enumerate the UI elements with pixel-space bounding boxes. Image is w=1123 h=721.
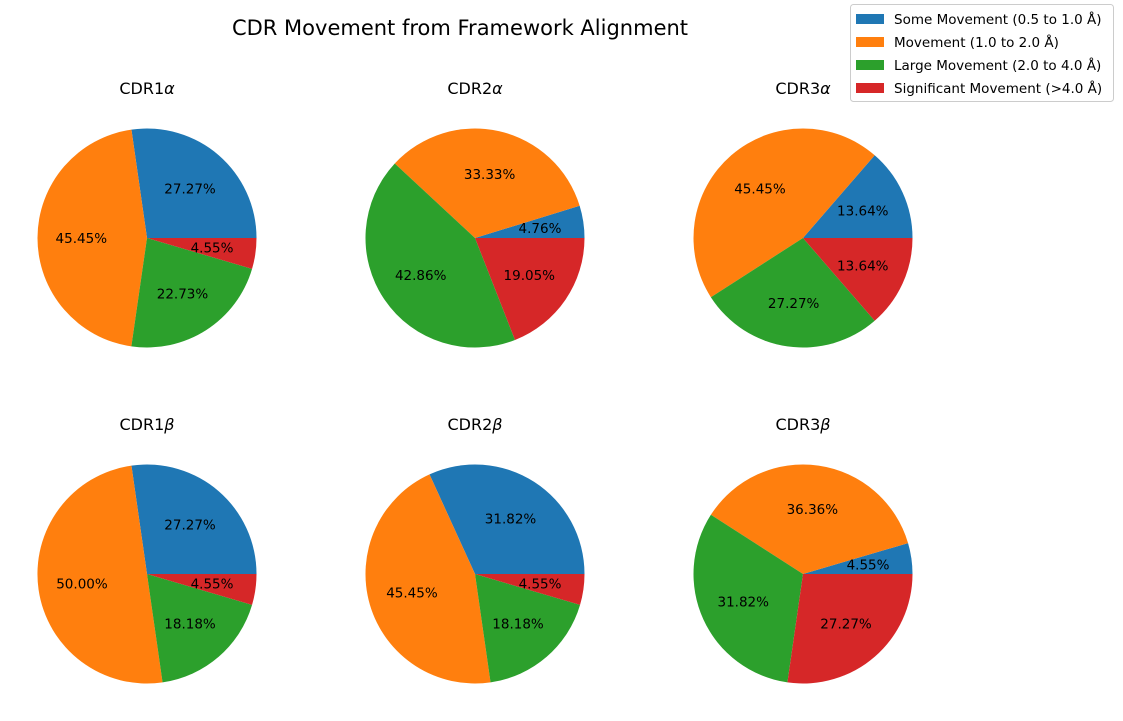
pie-title-base: CDR2	[447, 79, 492, 98]
legend-swatch	[856, 60, 884, 70]
pie-slice	[787, 574, 913, 684]
pie-slice	[365, 474, 491, 684]
pie-title-base: CDR3	[775, 79, 820, 98]
legend-entry: Large Movement (2.0 to 4.0 Å)	[894, 57, 1101, 74]
pie-slice	[365, 163, 515, 348]
pie-6: CDR3β 4.55% 36.36% 31.82% 27.27%	[693, 415, 913, 684]
slice-label: 4.76%	[519, 221, 562, 237]
slice-label: 13.64%	[837, 258, 889, 274]
slice-label: 18.18%	[492, 617, 544, 633]
legend-swatch	[856, 14, 884, 24]
pie-1: CDR1α 27.27% 45.45% 22.73% 4.55%	[37, 79, 257, 348]
pie-slice	[131, 464, 257, 574]
slice-label: 31.82%	[485, 512, 537, 528]
legend-swatch	[856, 37, 884, 47]
slice-label: 13.64%	[837, 204, 889, 220]
pie-3: CDR3α 13.64% 45.45% 27.27% 13.64%	[693, 79, 913, 348]
slice-label: 4.55%	[519, 576, 562, 592]
slice-label: 19.05%	[504, 268, 556, 284]
slice-label: 33.33%	[464, 167, 516, 183]
pie-title: CDR2β	[447, 415, 502, 434]
slice-label: 4.55%	[191, 240, 234, 256]
pie-slice	[131, 128, 257, 238]
pie-title-base: CDR1	[119, 415, 164, 434]
slice-label: 27.27%	[820, 617, 872, 633]
slice-label: 22.73%	[157, 286, 209, 302]
slice-label: 36.36%	[787, 502, 839, 518]
pie-slice	[803, 155, 913, 238]
slice-label: 4.55%	[191, 576, 234, 592]
slice-label: 45.45%	[386, 586, 438, 602]
slice-label: 45.45%	[734, 181, 786, 197]
slice-label: 27.27%	[164, 517, 216, 533]
pie-title: CDR1β	[119, 415, 174, 434]
pie-5: CDR2β 31.82% 45.45% 18.18% 4.55%	[365, 415, 585, 684]
pie-title-greek: α	[164, 79, 175, 98]
pie-title: CDR3β	[775, 415, 830, 434]
pie-slice	[147, 574, 257, 605]
pie-2: CDR2α 4.76% 33.33% 42.86% 19.05%	[365, 79, 585, 348]
pie-slice	[147, 574, 253, 683]
slice-label: 50.00%	[56, 576, 108, 592]
legend-frame	[850, 4, 1114, 102]
pie-slice	[803, 238, 913, 321]
slice-label: 31.82%	[717, 594, 769, 610]
legend-entry: Some Movement (0.5 to 1.0 Å)	[894, 11, 1102, 28]
pie-slice	[475, 574, 581, 683]
pie-title-greek: α	[820, 79, 831, 98]
pie-title: CDR3α	[775, 79, 831, 98]
pie-slice	[710, 464, 909, 574]
slice-label: 27.27%	[164, 181, 216, 197]
pie-title-greek: α	[492, 79, 503, 98]
legend-entry: Movement (1.0 to 2.0 Å)	[894, 34, 1059, 51]
pie-slice	[394, 128, 580, 238]
pie-slice	[131, 238, 253, 348]
pie-slice	[37, 465, 163, 684]
pie-slice	[693, 514, 803, 683]
slice-label: 42.86%	[395, 268, 447, 284]
pie-4: CDR1β 27.27% 50.00% 18.18% 4.55%	[37, 415, 257, 684]
pie-title-greek: β	[491, 415, 502, 434]
slice-label: 18.18%	[164, 617, 216, 633]
pie-title: CDR2α	[447, 79, 503, 98]
pie-slice	[475, 205, 585, 238]
pie-grid: CDR1α27.27%45.45%22.73%4.55%CDR2α4.76%33…	[37, 79, 913, 684]
slice-label: 4.55%	[847, 558, 890, 574]
pie-slice	[475, 574, 585, 605]
pie-slice	[693, 128, 875, 298]
pie-title-base: CDR1	[119, 79, 164, 98]
legend-entry: Significant Movement (>4.0 Å)	[894, 80, 1102, 97]
chart-title: CDR Movement from Framework Alignment	[232, 16, 688, 40]
pie-slice	[147, 238, 257, 269]
pie-slice	[37, 129, 148, 347]
pie-slice	[429, 464, 585, 574]
legend: Some Movement (0.5 to 1.0 Å) Movement (1.…	[850, 4, 1114, 102]
pie-title-greek: β	[819, 415, 830, 434]
pie-title-base: CDR3	[775, 415, 820, 434]
slice-label: 27.27%	[768, 296, 820, 312]
pie-title: CDR1α	[119, 79, 175, 98]
pie-title-greek: β	[163, 415, 174, 434]
pie-slice	[803, 543, 913, 574]
pie-title-base: CDR2	[447, 415, 492, 434]
pie-slice	[710, 238, 875, 348]
slice-label: 45.45%	[56, 231, 108, 247]
legend-swatch	[856, 83, 884, 93]
pie-slice	[475, 238, 585, 340]
